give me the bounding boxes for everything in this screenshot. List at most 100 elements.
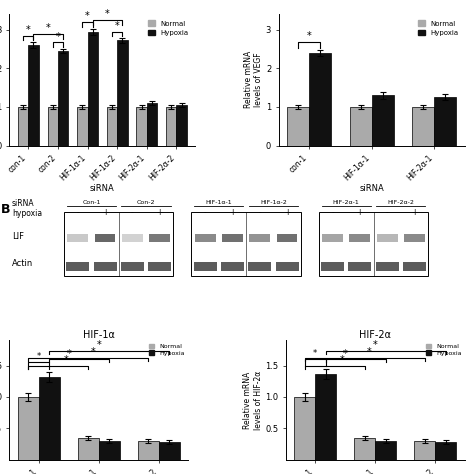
Bar bbox=[221, 262, 244, 271]
Text: -: - bbox=[386, 208, 389, 217]
Bar bbox=[18, 397, 38, 460]
Text: Con-2: Con-2 bbox=[137, 201, 155, 205]
Text: siRNA: siRNA bbox=[12, 199, 35, 208]
Bar bbox=[348, 262, 371, 271]
Bar bbox=[93, 262, 117, 271]
Bar bbox=[64, 211, 173, 276]
Bar bbox=[107, 107, 117, 146]
Bar bbox=[248, 262, 271, 271]
Text: -: - bbox=[331, 208, 334, 217]
Text: -: - bbox=[204, 208, 207, 217]
Text: -: - bbox=[131, 208, 134, 217]
Bar bbox=[414, 441, 436, 460]
Text: Con-1: Con-1 bbox=[82, 201, 100, 205]
Text: +: + bbox=[356, 208, 363, 217]
Bar bbox=[319, 211, 428, 276]
Bar bbox=[412, 107, 434, 146]
Bar bbox=[294, 397, 315, 460]
Text: +: + bbox=[411, 208, 418, 217]
Bar bbox=[58, 51, 68, 146]
Text: HIF-1α-1: HIF-1α-1 bbox=[206, 201, 232, 205]
Bar bbox=[194, 262, 217, 271]
Text: *: * bbox=[36, 352, 41, 361]
Text: -: - bbox=[258, 208, 261, 217]
Bar bbox=[95, 234, 115, 242]
Bar bbox=[149, 234, 170, 242]
Bar bbox=[18, 107, 28, 146]
Bar bbox=[195, 234, 216, 242]
Bar bbox=[287, 107, 309, 146]
Text: *: * bbox=[96, 340, 101, 350]
Bar bbox=[147, 103, 157, 146]
Text: +: + bbox=[156, 208, 163, 217]
Bar bbox=[122, 234, 143, 242]
Bar bbox=[403, 262, 426, 271]
Text: HIF-2α-1: HIF-2α-1 bbox=[333, 201, 360, 205]
Bar bbox=[67, 234, 88, 242]
Bar bbox=[275, 262, 299, 271]
Bar bbox=[349, 234, 370, 242]
Text: Actin: Actin bbox=[12, 259, 33, 268]
Y-axis label: Relative mRNA
levels of HIF-2α: Relative mRNA levels of HIF-2α bbox=[243, 371, 263, 430]
Text: HIF-2α-2: HIF-2α-2 bbox=[387, 201, 414, 205]
Bar bbox=[117, 40, 128, 146]
Text: -: - bbox=[76, 208, 79, 217]
Text: +: + bbox=[284, 208, 290, 217]
Bar bbox=[78, 438, 99, 460]
X-axis label: siRNA: siRNA bbox=[359, 184, 384, 193]
Text: *: * bbox=[313, 349, 317, 358]
Bar bbox=[354, 438, 375, 460]
Bar bbox=[376, 262, 399, 271]
Legend: Normal, Hypoxia: Normal, Hypoxia bbox=[415, 18, 461, 39]
Bar bbox=[222, 234, 243, 242]
Title: HIF-1α: HIF-1α bbox=[83, 329, 115, 340]
Text: *: * bbox=[373, 340, 378, 350]
Bar bbox=[309, 53, 331, 146]
Bar bbox=[138, 441, 159, 460]
Bar bbox=[137, 107, 147, 146]
Bar bbox=[38, 377, 60, 460]
Text: B: B bbox=[0, 203, 10, 216]
X-axis label: siRNA: siRNA bbox=[90, 184, 115, 193]
Text: hypoxia: hypoxia bbox=[12, 209, 42, 218]
Bar bbox=[148, 262, 171, 271]
Text: *: * bbox=[66, 349, 71, 359]
Text: *: * bbox=[91, 347, 95, 357]
Bar bbox=[166, 107, 176, 146]
Bar bbox=[47, 107, 58, 146]
Bar bbox=[176, 105, 187, 146]
Legend: Normal, Hypoxia: Normal, Hypoxia bbox=[426, 344, 461, 356]
Bar bbox=[350, 107, 372, 146]
Title: HIF-2α: HIF-2α bbox=[359, 329, 392, 340]
Text: *: * bbox=[64, 355, 68, 365]
Bar bbox=[159, 442, 180, 460]
Text: *: * bbox=[307, 31, 311, 41]
Text: *: * bbox=[340, 355, 345, 365]
Bar bbox=[77, 107, 88, 146]
Text: *: * bbox=[343, 349, 347, 359]
Text: *: * bbox=[367, 347, 372, 357]
Legend: Normal, Hypoxia: Normal, Hypoxia bbox=[149, 344, 185, 356]
Bar bbox=[321, 262, 344, 271]
Bar bbox=[99, 441, 120, 460]
Text: *: * bbox=[105, 9, 110, 19]
Y-axis label: Relative mRNA
levels of VEGF: Relative mRNA levels of VEGF bbox=[244, 51, 263, 109]
Bar bbox=[249, 234, 270, 242]
Bar bbox=[434, 97, 456, 146]
Text: *: * bbox=[26, 25, 31, 35]
Bar bbox=[377, 234, 398, 242]
Bar bbox=[28, 45, 39, 146]
Legend: Normal, Hypoxia: Normal, Hypoxia bbox=[146, 18, 192, 39]
Bar bbox=[315, 374, 336, 460]
Text: *: * bbox=[46, 23, 51, 33]
Text: +: + bbox=[229, 208, 236, 217]
Text: LIF: LIF bbox=[12, 232, 24, 241]
Text: *: * bbox=[85, 11, 90, 21]
Text: *: * bbox=[115, 21, 119, 31]
Bar bbox=[404, 234, 425, 242]
Text: *: * bbox=[55, 32, 60, 42]
Bar bbox=[322, 234, 343, 242]
Bar bbox=[372, 95, 393, 146]
Bar bbox=[191, 211, 301, 276]
Text: HIF-1α-2: HIF-1α-2 bbox=[260, 201, 287, 205]
